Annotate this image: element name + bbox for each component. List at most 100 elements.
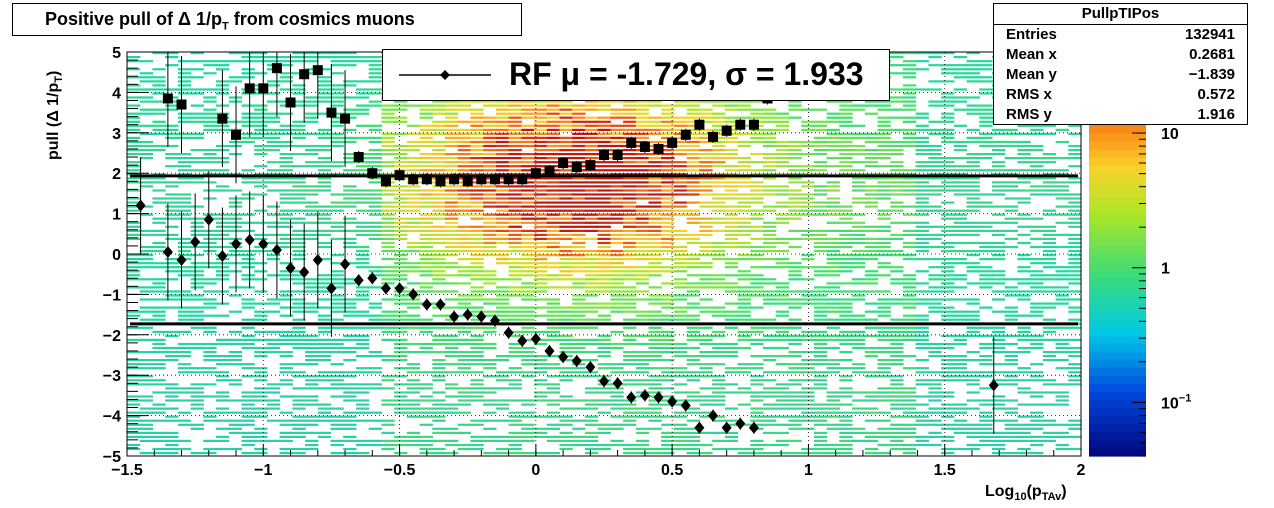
heatmap-cell (165, 201, 179, 204)
heatmap-cell (203, 169, 217, 172)
heatmap-cell (902, 221, 917, 224)
heatmap-cell (966, 72, 980, 75)
heatmap-cell (432, 157, 446, 160)
heatmap-cell (712, 387, 726, 390)
heatmap-cell (190, 314, 204, 317)
heatmap-cell (241, 278, 255, 281)
heatmap-cell (190, 399, 204, 402)
heatmap-cell (470, 250, 484, 253)
heatmap-cell (724, 100, 739, 103)
heatmap-cell (394, 318, 408, 321)
heatmap-cell (254, 144, 268, 148)
heatmap-cell (572, 262, 586, 265)
heatmap-cell (139, 144, 153, 148)
heatmap-cell (190, 169, 204, 172)
heatmap-cell (992, 205, 1006, 208)
heatmap-cell (419, 245, 433, 249)
heatmap-cell (1030, 149, 1044, 152)
heatmap-cell (648, 411, 662, 414)
heatmap-cell (483, 120, 497, 123)
heatmap-cell (127, 165, 141, 168)
heatmap-cell (979, 326, 993, 329)
heatmap-cell (546, 245, 561, 249)
heatmap-cell (508, 217, 522, 220)
heatmap-cell (177, 169, 192, 172)
heatmap-cell (483, 181, 497, 184)
heatmap-cell (674, 282, 688, 285)
heatmap-cell (648, 270, 662, 273)
heatmap-cell (839, 375, 853, 378)
heatmap-cell (1030, 435, 1044, 438)
heatmap-cell (241, 443, 255, 447)
heatmap-cell (801, 209, 815, 212)
heatmap-cell (241, 363, 255, 366)
heatmap-cell (801, 407, 815, 410)
heatmap-cell (483, 403, 497, 406)
heatmap-cell (852, 427, 866, 430)
heatmap-cell (266, 140, 281, 144)
heatmap-cell (737, 169, 751, 172)
heatmap-cell (979, 193, 993, 196)
heatmap-cell (661, 217, 675, 220)
heatmap-cell (139, 359, 153, 362)
heatmap-cell (254, 439, 268, 442)
heatmap-cell (508, 399, 522, 402)
heatmap-cell (623, 213, 637, 216)
heatmap-cell (521, 282, 535, 285)
heatmap-cell (203, 411, 217, 414)
heatmap-cell (330, 72, 344, 75)
heatmap-cell (597, 282, 611, 285)
heatmap-cell (228, 338, 243, 341)
heatmap-cell (330, 229, 344, 232)
heatmap-cell (635, 245, 650, 249)
heatmap-cell (864, 447, 879, 451)
heatmap-cell (394, 359, 408, 362)
heatmap-cell (279, 177, 293, 180)
heatmap-cell (1055, 197, 1069, 200)
heatmap-cell (941, 298, 955, 301)
heatmap-cell (127, 338, 141, 341)
heatmap-cell (445, 245, 459, 249)
heatmap-cell (953, 403, 968, 406)
heatmap-cell (177, 120, 192, 123)
heatmap-cell (928, 391, 942, 394)
heatmap-cell (139, 258, 153, 261)
heatmap-cell (852, 298, 866, 301)
heatmap-cell (139, 411, 153, 414)
heatmap-cell (292, 104, 306, 107)
heatmap-cell (419, 286, 433, 289)
heatmap-cell (177, 290, 192, 293)
heatmap-cell (699, 157, 713, 160)
heatmap-cell (546, 112, 561, 115)
heatmap-cell (597, 427, 611, 430)
heatmap-cell (661, 302, 675, 305)
heatmap-cell (508, 270, 522, 273)
heatmap-cell (279, 334, 293, 337)
heatmap-cell (992, 282, 1006, 285)
heatmap-cell (674, 237, 688, 240)
heatmap-cell (546, 197, 561, 200)
heatmap-cell (661, 266, 675, 269)
heatmap-cell (317, 379, 332, 382)
heatmap-cell (1042, 250, 1057, 253)
heatmap-cell (445, 318, 459, 321)
heatmap-cell (597, 314, 611, 317)
heatmap-cell (966, 318, 980, 321)
heatmap-cell (559, 334, 573, 337)
heatmap-cell (1004, 314, 1018, 317)
heatmap-cell (356, 310, 370, 313)
heatmap-cell (343, 278, 357, 281)
heatmap-cell (584, 169, 599, 172)
heatmap-cell (406, 306, 421, 309)
heatmap-cell (1004, 169, 1018, 172)
heatmap-cell (521, 452, 535, 455)
heatmap-cell (190, 342, 204, 346)
heatmap-cell (712, 375, 726, 378)
heatmap-cell (457, 302, 471, 305)
heatmap-cell (610, 213, 624, 216)
heatmap-cell (279, 157, 293, 160)
heatmap-cell (750, 355, 764, 358)
heatmap-cell (902, 68, 917, 71)
heatmap-cell (317, 221, 332, 224)
heatmap-cell (279, 233, 293, 236)
